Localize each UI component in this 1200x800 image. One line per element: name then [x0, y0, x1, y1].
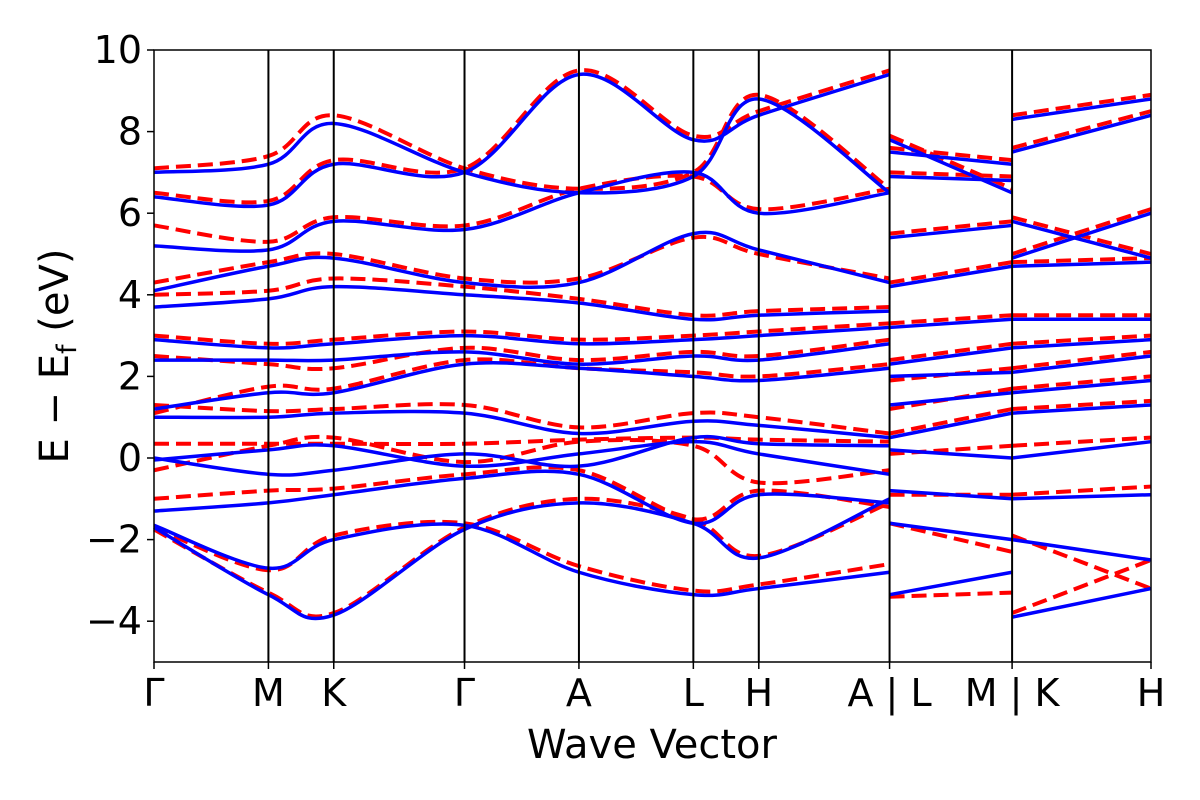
dashed-band-1: [153, 496, 891, 619]
x-tick-label-2: K: [321, 671, 347, 715]
y-tick-label-2: 6: [118, 191, 142, 235]
dashed-band-41: [1011, 92, 1152, 118]
y-axis-label: E − Ef (eV): [32, 249, 83, 464]
dashed-band-17: [889, 443, 1013, 456]
dashed-band-0: [153, 519, 890, 594]
y-tick-label-4: 2: [118, 354, 142, 398]
solid-band-23: [889, 264, 1013, 289]
solid-band-1: [153, 497, 891, 621]
solid-band-13: [153, 97, 891, 195]
dashed-band-23: [889, 260, 1013, 285]
solid-band-40: [1011, 113, 1152, 154]
x-tick-label-9: H: [1137, 671, 1166, 715]
dashed-band-26: [889, 145, 1013, 163]
dashed-band-38: [1011, 207, 1152, 256]
y-tick-label-6: −2: [86, 518, 142, 562]
high-symmetry-lines: [267, 50, 1014, 662]
y-axis-label-sub: f: [52, 343, 83, 354]
dashed-band-22: [889, 313, 1013, 326]
dashed-band-37: [1012, 256, 1152, 265]
solid-band-29: [1011, 537, 1152, 562]
solid-band-20: [889, 370, 1013, 379]
solid-band-25: [889, 174, 1013, 183]
dashed-band-32: [1011, 398, 1152, 412]
solid-band-14: [889, 570, 1013, 597]
solid-band-17: [889, 448, 1013, 460]
solid-band-2: [153, 469, 890, 526]
solid-band-12: [153, 72, 891, 209]
solid-band-39: [1011, 219, 1152, 260]
dashed-band-35: [1011, 333, 1152, 346]
y-tick-label-0: 10: [94, 28, 142, 72]
dashed-band-28: [1011, 558, 1152, 615]
solid-band-37: [1012, 260, 1152, 268]
y-tick-label-7: −4: [86, 599, 142, 643]
dashed-band-40: [1011, 109, 1152, 150]
y-axis-label-unit: (eV): [32, 249, 78, 345]
y-axis-label-main: E − E: [32, 354, 78, 464]
solid-band-38: [1011, 211, 1152, 260]
dashed-band-20: [889, 366, 1013, 383]
solid-band-31: [1011, 439, 1152, 460]
dashed-band-30: [1011, 484, 1152, 497]
dashed-band-34: [1011, 349, 1152, 371]
solid-band-22: [889, 317, 1013, 330]
dashed-band-12: [153, 68, 891, 205]
dashed-band-13: [153, 92, 891, 191]
y-ticks: 10 8 6 4 2 0 −2 −4: [86, 28, 154, 643]
solid-band-35: [1011, 337, 1152, 350]
plot-frame: [153, 49, 1152, 663]
solid-band-28: [1011, 586, 1152, 619]
x-axis-label: Wave Vector: [527, 722, 778, 768]
solid-band-11: [153, 170, 890, 253]
x-tick-label-6: H: [745, 671, 774, 715]
solid-band-41: [1011, 97, 1152, 122]
x-tick-label-5: L: [683, 671, 704, 715]
solid-band-15: [889, 521, 1013, 542]
x-tick-label-3: Γ: [454, 671, 475, 715]
solid-band-32: [1011, 403, 1152, 415]
solid-band-5: [153, 409, 890, 440]
x-tick-label-1: M: [252, 671, 285, 715]
dashed-band-33: [1011, 374, 1152, 391]
dashed-band-31: [1011, 435, 1152, 448]
dashed-band-14: [889, 590, 1013, 599]
dashed-band-6: [153, 357, 890, 416]
solid-band-27: [888, 138, 1013, 195]
dashed-band-11: [153, 173, 890, 244]
x-tick-label-8: M | K: [965, 671, 1061, 716]
x-tick-label-4: A: [566, 671, 592, 715]
x-tick-label-7: A | L: [847, 671, 931, 716]
dashed-band-25: [889, 170, 1013, 179]
dashed-band-2: [153, 465, 890, 522]
y-tick-label-3: 4: [118, 273, 142, 317]
solid-band-34: [1011, 354, 1152, 375]
solid-band-21: [889, 346, 1013, 366]
y-tick-label-1: 8: [118, 110, 142, 154]
solid-band-19: [889, 390, 1013, 407]
x-tick-label-0: Γ: [143, 671, 164, 715]
solid-band-26: [889, 150, 1013, 166]
bands-layer: [153, 68, 1152, 621]
solid-band-30: [1012, 492, 1152, 501]
solid-band-33: [1011, 378, 1152, 395]
solid-band-0: [153, 522, 890, 598]
solid-band-16: [889, 488, 1013, 501]
solid-band-18: [889, 411, 1013, 440]
y-tick-label-5: 0: [118, 436, 142, 480]
solid-band-24: [889, 223, 1013, 240]
dashed-band-24: [889, 219, 1013, 236]
dashed-band-18: [889, 407, 1013, 436]
